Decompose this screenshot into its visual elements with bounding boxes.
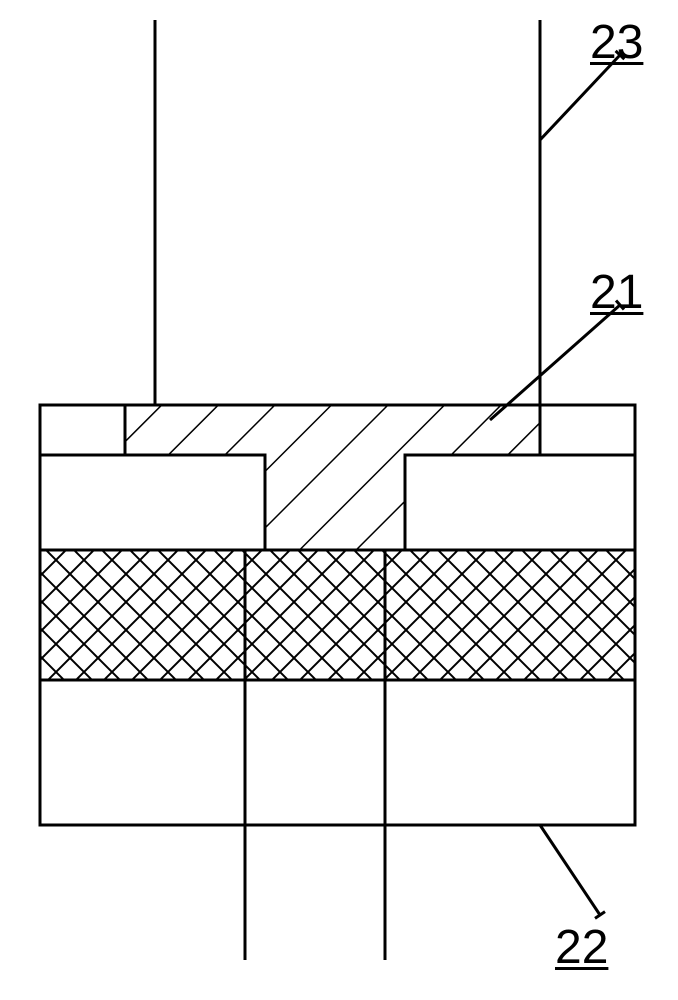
inner-left-rect xyxy=(40,455,265,550)
crosshatch-band xyxy=(40,550,635,680)
inner-right-rect xyxy=(405,455,635,550)
diagram-svg xyxy=(0,0,678,1000)
callout-label-23: 23 xyxy=(590,15,643,70)
callout-22-leader xyxy=(540,825,600,915)
callout-21-leader xyxy=(490,305,620,420)
t-shape-region xyxy=(125,405,540,550)
callout-label-22: 22 xyxy=(555,920,608,975)
callout-label-21: 21 xyxy=(590,265,643,320)
